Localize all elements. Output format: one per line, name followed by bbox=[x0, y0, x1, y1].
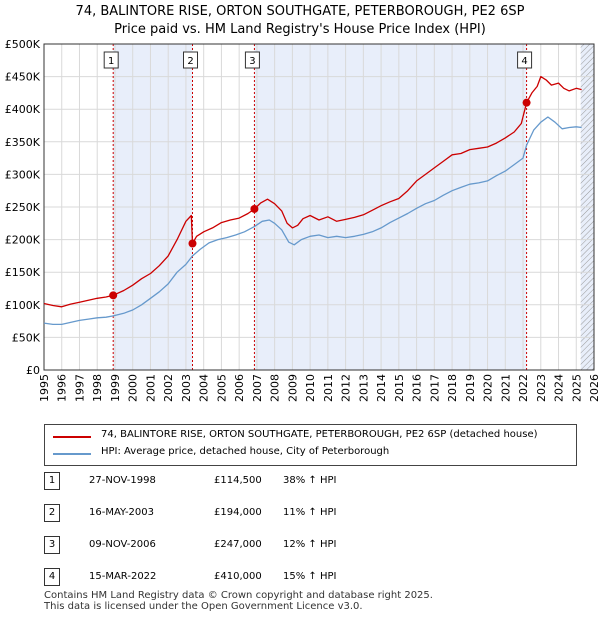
x-tick-label: 1997 bbox=[73, 374, 86, 402]
chart-title-line2: Price paid vs. HM Land Registry's House … bbox=[114, 22, 486, 37]
legend: 74, BALINTORE RISE, ORTON SOUTHGATE, PET… bbox=[44, 424, 577, 466]
sale-number-box bbox=[244, 51, 260, 69]
y-tick-label: £50K bbox=[12, 331, 41, 344]
sale-row: 2 16-MAY-2003 £194,000 11% ↑ HPI bbox=[0, 504, 600, 524]
x-tick-label: 2006 bbox=[233, 374, 246, 402]
sale-row: 3 09-NOV-2006 £247,000 12% ↑ HPI bbox=[0, 536, 600, 556]
price-chart: £0 £50K £100K £150K £200K £250K £300K £350K £400… bbox=[5, 38, 600, 402]
x-tick-label: 2025 bbox=[570, 374, 583, 402]
x-tick-label: 2016 bbox=[411, 374, 424, 402]
sale-price: £247,000 bbox=[214, 539, 262, 550]
price-paid-line bbox=[43, 75, 582, 308]
sale-hpi-change: 15% ↑ HPI bbox=[283, 571, 337, 582]
x-tick-label: 2026 bbox=[588, 374, 600, 402]
sale-date: 09-NOV-2006 bbox=[89, 539, 156, 550]
sale-date: 15-MAR-2022 bbox=[89, 571, 157, 582]
x-tick-label: 2012 bbox=[340, 374, 353, 402]
sale-hpi-change: 38% ↑ HPI bbox=[283, 475, 337, 486]
x-tick-label: 2002 bbox=[162, 374, 175, 402]
x-tick-label: 2005 bbox=[215, 374, 228, 402]
x-tick-label: 2007 bbox=[251, 374, 264, 402]
sale-point bbox=[250, 204, 259, 213]
sale-row: 4 15-MAR-2022 £410,000 15% ↑ HPI bbox=[0, 568, 600, 588]
x-tick-label: 2024 bbox=[553, 374, 566, 402]
sale-number-badge: 3 bbox=[44, 536, 60, 554]
sale-date: 27-NOV-1998 bbox=[89, 475, 156, 486]
sale-hpi-change: 12% ↑ HPI bbox=[283, 539, 337, 550]
y-tick-label: £250K bbox=[5, 201, 41, 214]
x-tick-label: 2004 bbox=[198, 374, 211, 402]
footer: Contains HM Land Registry data © Crown c… bbox=[44, 590, 433, 612]
sale-number-label: 4 bbox=[521, 56, 527, 67]
x-tick-label: 2001 bbox=[144, 374, 157, 402]
x-tick-label: 2022 bbox=[517, 374, 530, 402]
x-tick-label: 2021 bbox=[499, 374, 512, 402]
sale-number-label: 3 bbox=[249, 56, 255, 67]
plot-frame bbox=[43, 43, 595, 371]
x-tick-label: 1996 bbox=[56, 374, 69, 402]
sale-number-label: 2 bbox=[187, 56, 193, 67]
y-tick-label: £150K bbox=[5, 266, 41, 279]
sale-number-badge: 2 bbox=[44, 504, 60, 522]
x-tick-label: 1998 bbox=[91, 374, 104, 402]
y-tick-label: £350K bbox=[5, 136, 41, 149]
sale-number-label: 1 bbox=[108, 56, 114, 67]
x-tick-label: 2023 bbox=[535, 374, 548, 402]
x-tick-label: 2008 bbox=[269, 374, 282, 402]
x-tick-label: 2000 bbox=[127, 374, 140, 402]
footer-licence: This data is licensed under the Open Gov… bbox=[44, 601, 363, 612]
chart-title-line1: 74, BALINTORE RISE, ORTON SOUTHGATE, PET… bbox=[75, 4, 525, 19]
footer-copyright: Contains HM Land Registry data © Crown c… bbox=[44, 590, 433, 601]
x-tick-label: 1995 bbox=[38, 374, 51, 402]
sale-number-badge: 1 bbox=[44, 472, 60, 490]
sale-price: £194,000 bbox=[214, 507, 262, 518]
sale-hpi-change: 11% ↑ HPI bbox=[283, 507, 337, 518]
sale-point bbox=[188, 239, 197, 248]
x-tick-label: 1999 bbox=[109, 374, 122, 402]
x-tick-label: 2017 bbox=[428, 374, 441, 402]
legend-label-price: 74, BALINTORE RISE, ORTON SOUTHGATE, PET… bbox=[101, 429, 538, 440]
x-tick-label: 2011 bbox=[322, 374, 335, 402]
sale-date: 16-MAY-2003 bbox=[89, 507, 155, 518]
sale-number-badge: 4 bbox=[44, 568, 60, 586]
x-tick-label: 2013 bbox=[357, 374, 370, 402]
sale-row: 1 27-NOV-1998 £114,500 38% ↑ HPI bbox=[0, 472, 600, 492]
sale-number-box bbox=[103, 51, 119, 69]
y-tick-label: £450K bbox=[5, 71, 41, 84]
sale-point bbox=[522, 98, 531, 107]
x-tick-label: 2018 bbox=[446, 374, 459, 402]
x-tick-label: 2019 bbox=[464, 374, 477, 402]
sale-number-box bbox=[517, 51, 533, 69]
sale-number-box bbox=[183, 51, 198, 69]
y-tick-label: £200K bbox=[5, 234, 41, 247]
y-tick-label: £300K bbox=[5, 168, 41, 181]
sale-price: £114,500 bbox=[214, 475, 262, 486]
legend-label-hpi: HPI: Average price, detached house, City… bbox=[101, 446, 390, 457]
hpi-line bbox=[43, 116, 582, 326]
x-tick-label: 2020 bbox=[482, 374, 495, 402]
sale-price: £410,000 bbox=[214, 571, 262, 582]
y-tick-label: £400K bbox=[5, 103, 41, 116]
x-tick-label: 2003 bbox=[180, 374, 193, 402]
sale-point bbox=[109, 291, 118, 300]
x-tick-label: 2014 bbox=[375, 374, 388, 402]
legend-swatch-price bbox=[53, 436, 91, 438]
y-tick-label: £0 bbox=[26, 364, 40, 377]
legend-swatch-hpi bbox=[53, 453, 91, 455]
x-tick-label: 2015 bbox=[393, 374, 406, 402]
x-tick-label: 2010 bbox=[304, 374, 317, 402]
y-tick-label: £500K bbox=[5, 38, 41, 51]
x-tick-label: 2009 bbox=[286, 374, 299, 402]
y-tick-label: £100K bbox=[5, 299, 41, 312]
